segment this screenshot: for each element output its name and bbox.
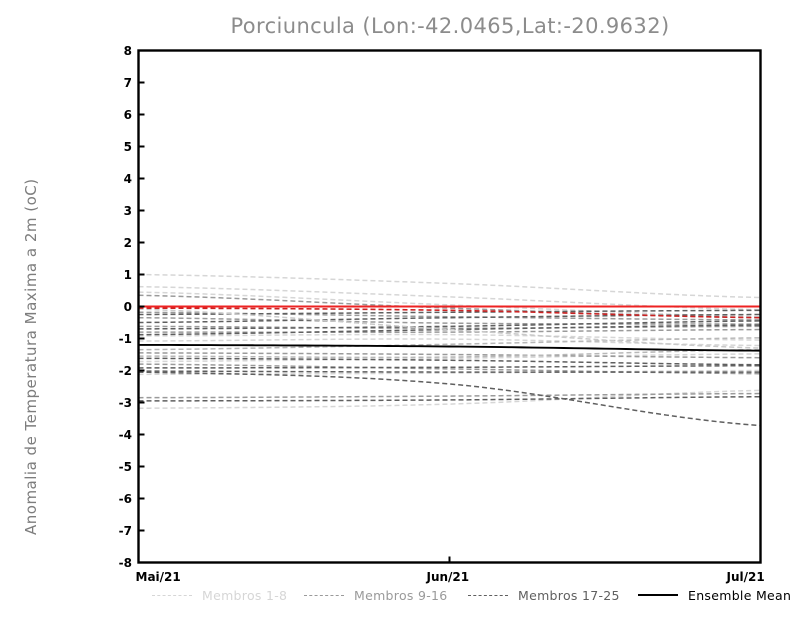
y-tick-label: 2 [108, 237, 132, 249]
series-line [138, 371, 761, 427]
y-tick-label-text: -8 [118, 555, 132, 570]
y-tick-label-text: 0 [123, 299, 132, 314]
y-tick-label-text: 1 [123, 267, 132, 282]
legend-item[interactable]: Membros 9-16 [304, 585, 448, 605]
series-line [138, 353, 761, 363]
y-tick-label-text: 2 [123, 235, 132, 250]
y-tick-label: 7 [108, 77, 132, 89]
legend-item-label: Membros 9-16 [354, 587, 448, 603]
series-line [138, 357, 761, 366]
series-line [138, 389, 761, 410]
series-line [138, 343, 761, 352]
y-tick-label: 5 [108, 141, 132, 153]
y-tick-label-text: 8 [123, 43, 132, 58]
x-tick-label-text: Mai/21 [135, 570, 181, 584]
y-tick-label: 3 [108, 205, 132, 217]
legend-line-swatch [468, 594, 508, 596]
y-tick-label: -3 [108, 397, 132, 409]
y-tick-label-text: 3 [123, 203, 132, 218]
legend-item-label: Membros 1-8 [202, 587, 288, 603]
series-line [138, 273, 761, 299]
x-tick-label: Jul/21 [727, 566, 765, 583]
x-tick-label: Mai/21 [136, 566, 181, 583]
legend-line-swatch [638, 594, 678, 596]
series-line [138, 320, 761, 330]
series-line [138, 364, 761, 369]
y-tick-label: -7 [108, 525, 132, 537]
legend-line-swatch [304, 594, 344, 596]
y-tick-label: -2 [108, 365, 132, 377]
y-tick-label: 4 [108, 173, 132, 185]
x-tick-label: Jun/21 [427, 566, 470, 583]
y-tick-label: -5 [108, 461, 132, 473]
y-tick-label-text: -1 [118, 331, 132, 346]
x-tick-label-text: Jun/21 [426, 570, 470, 584]
y-tick-label-text: -5 [118, 459, 132, 474]
series-line [138, 328, 761, 334]
y-tick-label-text: 7 [123, 75, 132, 90]
series-line-highlight [138, 307, 761, 319]
y-tick-label: 8 [108, 45, 132, 57]
chart-legend: Membros 1-8 Membros 9-16 Membros 17-25 Ense… [138, 585, 791, 607]
legend-item-label: Ensemble Mean [688, 587, 792, 603]
y-tick-label-text: -4 [118, 427, 132, 442]
series-line [138, 291, 761, 318]
y-tick-label-text: -6 [118, 491, 132, 506]
y-tick-label: -6 [108, 493, 132, 505]
y-tick-label: 6 [108, 109, 132, 121]
y-tick-label-text: 6 [123, 107, 132, 122]
page-title: Porciuncula (Lon:-42.0465,Lat:-20.9632) [230, 14, 670, 38]
legend-item-label: Membros 17-25 [518, 587, 620, 603]
y-tick-label-text: 5 [123, 139, 132, 154]
y-tick-label-text: 4 [123, 171, 132, 186]
legend-item[interactable]: Ensemble Mean [638, 585, 791, 605]
y-tick-label: -4 [108, 429, 132, 441]
legend-item[interactable]: Membros 17-25 [468, 585, 620, 605]
series-line [138, 395, 761, 402]
y-tick-label: -8 [108, 557, 132, 569]
x-tick-label-text: Jul/21 [726, 570, 765, 584]
legend-line-swatch [152, 594, 192, 596]
legend-item[interactable]: Membros 1-8 [152, 585, 287, 605]
y-tick-label-text: -2 [118, 363, 132, 378]
y-tick-label-text: -7 [118, 523, 132, 538]
y-tick-label: -1 [108, 333, 132, 345]
y-tick-label: 1 [108, 269, 132, 281]
y-tick-label: 0 [108, 301, 132, 313]
y-tick-label-text: -3 [118, 395, 132, 410]
